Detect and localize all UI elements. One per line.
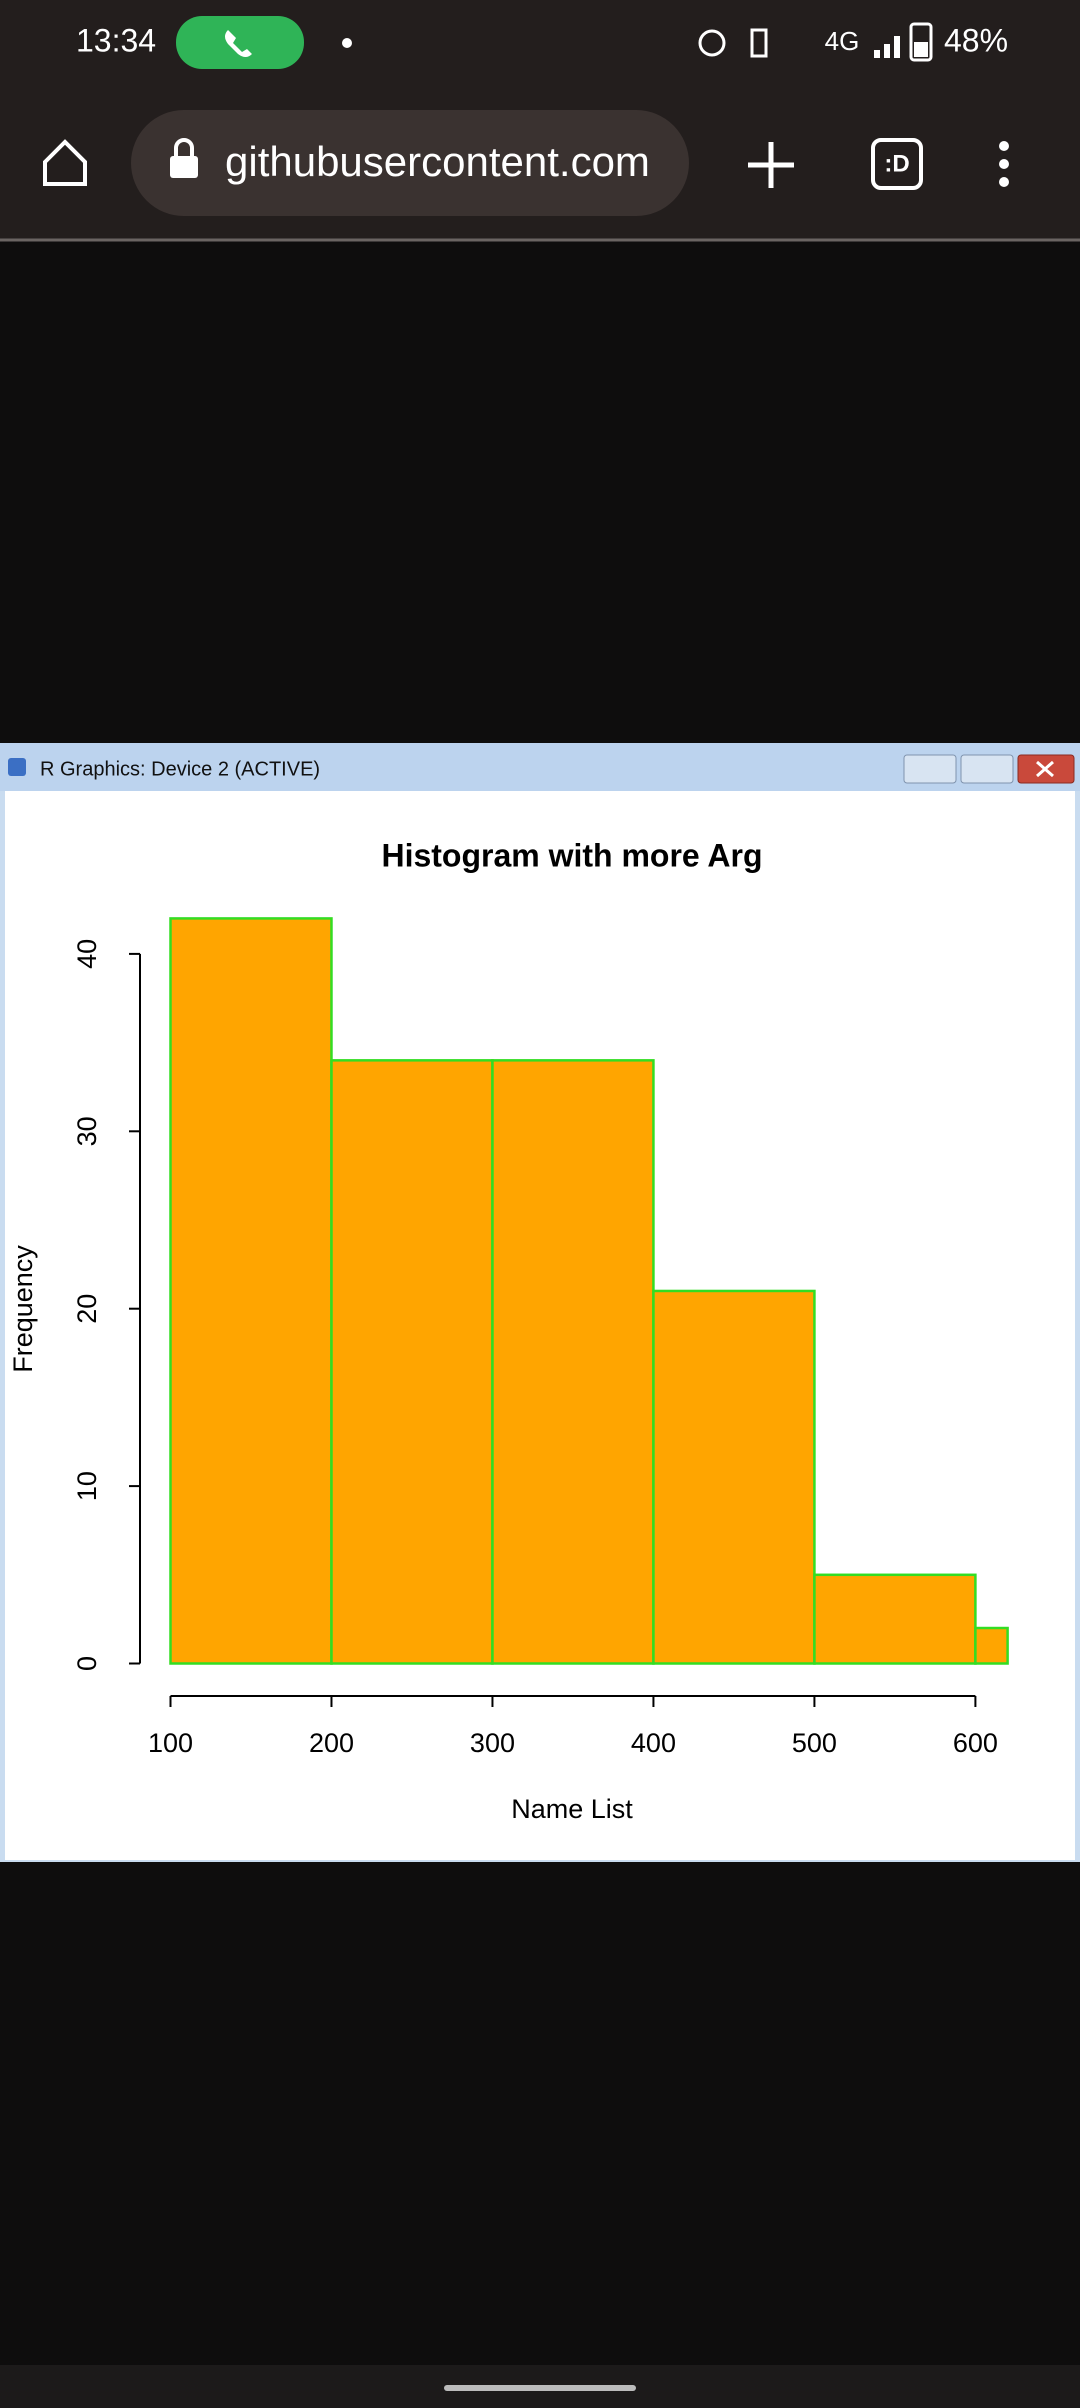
r-icon [8,758,26,776]
bar [169,917,333,1665]
new-tab-button[interactable] [748,142,794,188]
x-axis-label: Name List [511,1794,633,1824]
menu-dot[interactable] [999,141,1009,151]
x-tick-label: 500 [792,1728,837,1758]
y-axis-label: Frequency [8,1245,38,1373]
url-text[interactable]: githubusercontent.com [225,138,650,185]
minimize-button[interactable] [903,754,957,784]
call-pill[interactable] [176,16,304,69]
battery-icon [909,22,933,62]
x-tick-label: 400 [631,1728,676,1758]
bar [813,1573,977,1665]
y-tick-label: 10 [72,1471,102,1501]
window-titlebar [0,743,1080,791]
battery-level [914,42,928,57]
tabs-button[interactable] [871,138,923,190]
x-tick-label: 300 [470,1728,515,1758]
y-tick-label: 40 [72,939,102,969]
x-tick-label: 200 [309,1728,354,1758]
y-tick-label: 0 [72,1656,102,1671]
tabs-label: :D [884,150,909,177]
home-handle[interactable] [444,2385,636,2391]
close-icon [1036,760,1054,778]
battery-text: 48% [944,22,1008,58]
bar [974,1626,1009,1665]
clock: 13:34 [76,22,156,58]
menu-dot[interactable] [999,177,1009,187]
vibrate-icon [750,28,768,58]
bar [652,1289,816,1665]
menu-dot[interactable] [999,159,1009,169]
x-tick-label: 100 [148,1728,193,1758]
maximize-button[interactable] [960,754,1014,784]
notification-dot [342,38,352,48]
bar [330,1059,494,1665]
chart: Histogram with more Arg Name List Freque… [8,837,1009,1824]
bar [491,1059,655,1665]
y-tick-label: 20 [72,1294,102,1324]
network-type: 4G [825,26,860,56]
x-tick-label: 600 [953,1728,998,1758]
lock-shackle [174,138,194,156]
call-icon [225,30,252,57]
window-title: R Graphics: Device 2 (ACTIVE) [40,758,320,780]
lock-icon [170,156,198,178]
signal-icon [874,36,900,58]
home-button[interactable] [43,139,87,186]
url-bar[interactable] [131,110,689,216]
y-tick-label: 30 [72,1116,102,1146]
chart-title: Histogram with more Arg [381,837,762,873]
alarm-icon [698,29,726,57]
